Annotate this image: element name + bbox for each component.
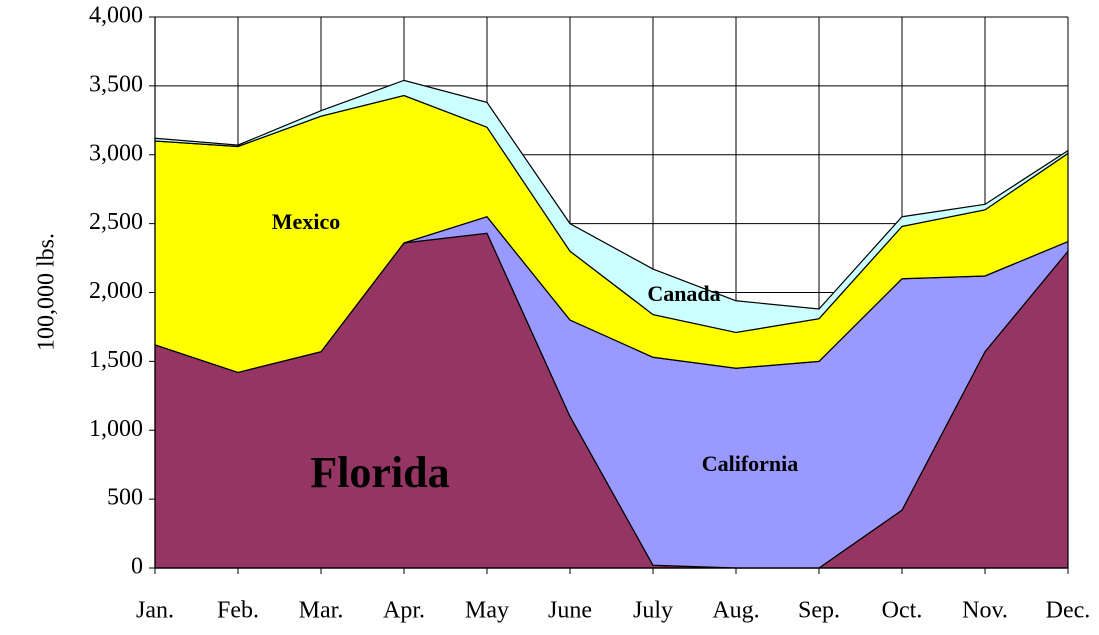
x-tick-label: Feb.	[217, 598, 259, 624]
x-tick-label: Aug.	[712, 598, 759, 624]
y-tick-label: 2,500	[89, 209, 143, 235]
x-tick-label: Nov.	[962, 598, 1008, 624]
x-tick-label: Sep.	[798, 598, 840, 624]
series-label: Canada	[647, 281, 720, 306]
y-tick-label: 3,000	[89, 140, 143, 166]
y-tick-label: 500	[107, 485, 143, 511]
series-label: California	[702, 451, 799, 476]
x-tick-label: Jan.	[136, 598, 174, 624]
y-axis-label: 100,000 lbs.	[34, 233, 60, 351]
x-tick-label: Oct.	[882, 598, 923, 624]
x-tick-label: June	[548, 598, 592, 624]
x-tick-label: July	[633, 598, 673, 624]
y-tick-label: 0	[131, 554, 143, 580]
x-tick-label: Mar.	[299, 598, 344, 624]
y-tick-label: 1,500	[89, 347, 143, 373]
y-tick-label: 3,500	[89, 71, 143, 97]
x-tick-label: May	[465, 598, 509, 624]
y-tick-label: 4,000	[89, 3, 143, 29]
y-tick-label: 1,000	[89, 416, 143, 442]
y-tick-label: 2,000	[89, 278, 143, 304]
x-tick-label: Apr.	[383, 598, 425, 624]
series-label: Mexico	[272, 209, 340, 234]
series-label: Florida	[310, 448, 449, 497]
x-tick-label: Dec.	[1046, 598, 1091, 624]
